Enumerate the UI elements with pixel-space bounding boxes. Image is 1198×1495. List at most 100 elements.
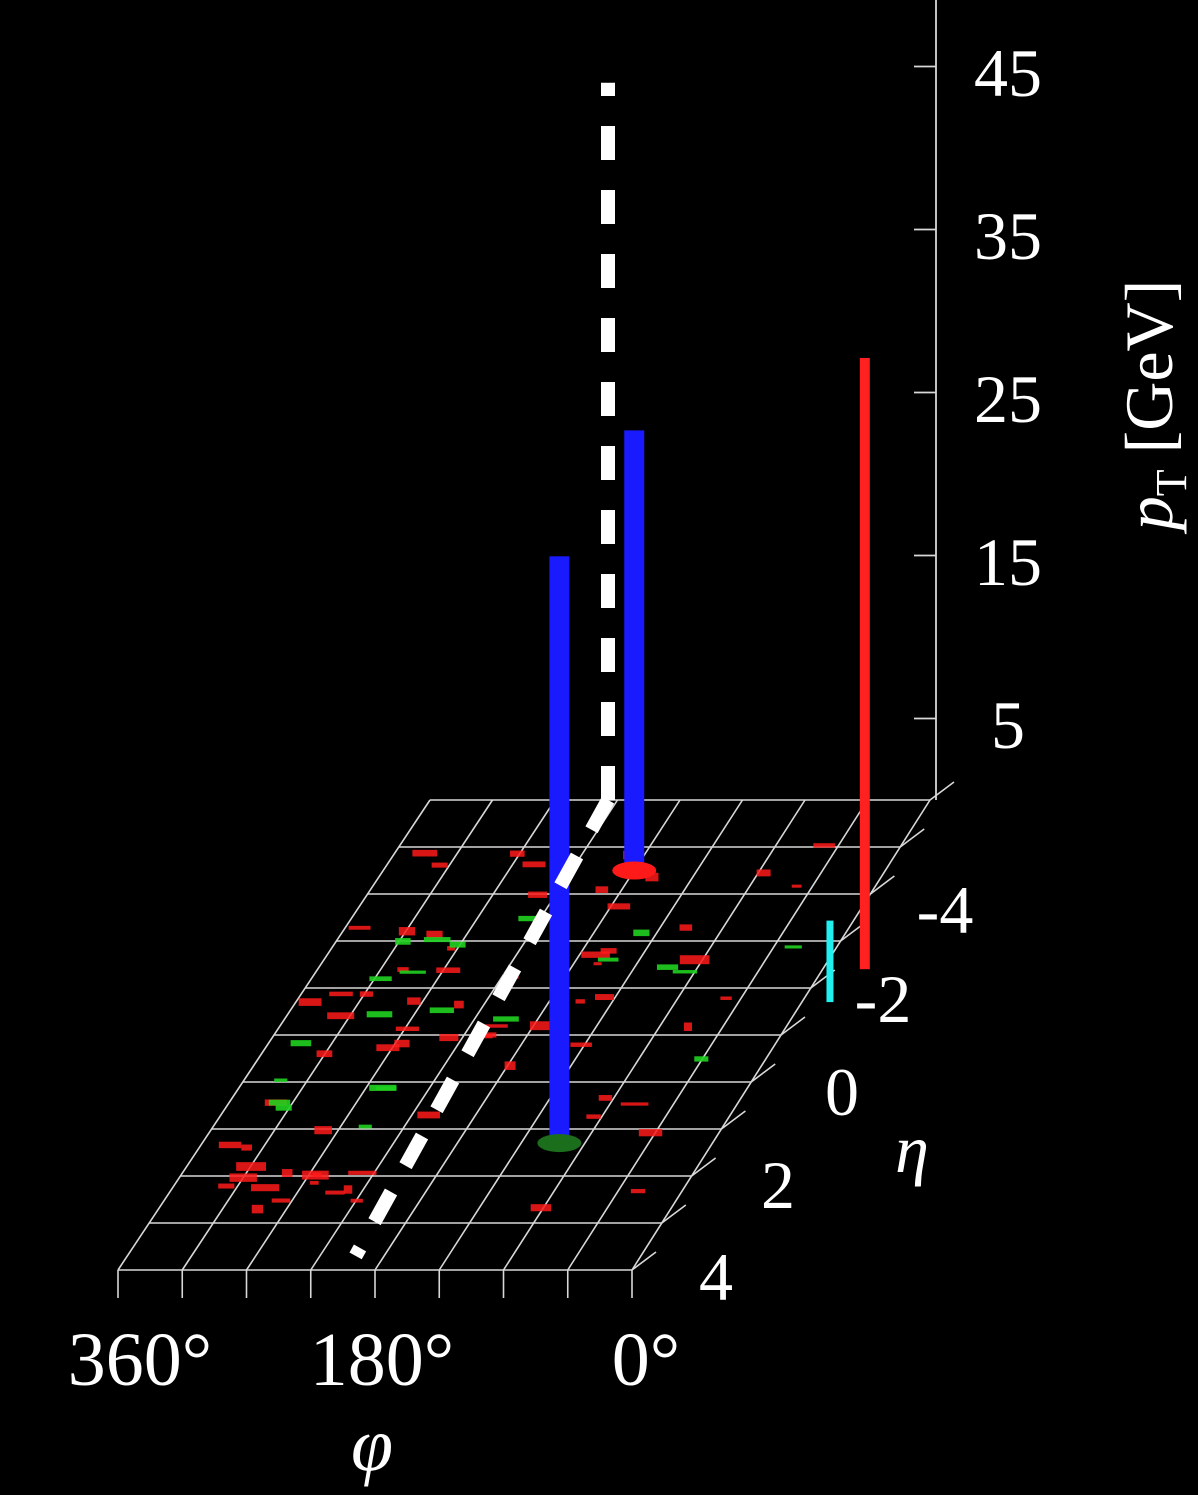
- ecal-deposit: [376, 1044, 400, 1052]
- ecal-deposit: [298, 998, 322, 1006]
- phi-tick-360: 360°: [68, 1318, 212, 1402]
- ecal-deposit: [504, 1061, 516, 1070]
- eta-tick-mark: [631, 1251, 657, 1271]
- ecal-deposit: [236, 1162, 267, 1171]
- pt-axis-title-symbol: p: [1111, 496, 1187, 534]
- ecal-deposit: [595, 994, 614, 1001]
- eta-tick-minus2: -2: [855, 961, 912, 1037]
- ecal-deposit: [581, 951, 610, 958]
- hcal-deposit: [399, 970, 426, 974]
- eta-tick-mark: [929, 781, 955, 801]
- pt-axis-title-subscript: T: [1147, 469, 1196, 496]
- hcal-deposit: [423, 937, 451, 943]
- eta-axis-title: η: [895, 1111, 929, 1187]
- ecal-deposit: [683, 1022, 693, 1031]
- ecal-deposit: [593, 962, 602, 966]
- hcal-deposit: [672, 970, 698, 974]
- ecal-deposit: [679, 924, 693, 931]
- ecal-deposit: [791, 884, 802, 888]
- eta-tick-4: 4: [699, 1239, 733, 1315]
- ecal-deposit: [407, 997, 421, 1005]
- ecal-deposit: [251, 1184, 280, 1192]
- phi-tick-180: 180°: [310, 1318, 454, 1402]
- pt-tick-5: 5: [991, 687, 1025, 763]
- ecal-deposit: [314, 1126, 332, 1135]
- pt-tick-25: 25: [974, 361, 1042, 437]
- ecal-deposit: [348, 1170, 377, 1175]
- ecal-deposit: [607, 903, 631, 910]
- ecal-deposit: [309, 1180, 319, 1185]
- hcal-deposit: [290, 1040, 312, 1047]
- ecal-deposit: [630, 1188, 646, 1194]
- eta-tick-mark: [720, 1110, 746, 1130]
- ecal-deposit: [756, 869, 771, 877]
- tower-base-deposit: [537, 1134, 582, 1153]
- ecal-deposit: [302, 1170, 329, 1180]
- ecal-deposit: [329, 991, 353, 997]
- ecal-deposit: [813, 843, 835, 848]
- eta-tick-2: 2: [761, 1147, 795, 1223]
- ecal-deposit: [218, 1141, 242, 1149]
- hcal-deposit: [633, 929, 650, 937]
- ecal-deposit: [359, 991, 373, 997]
- pt-axis-title-unit: [GeV]: [1111, 280, 1187, 454]
- eta-tick-mark: [750, 1063, 776, 1083]
- ecal-deposit: [251, 1204, 264, 1214]
- ecal-deposit: [528, 891, 548, 898]
- muon-tower: [549, 556, 570, 1144]
- ecal-deposit: [398, 927, 416, 936]
- ecal-deposit: [529, 1021, 560, 1031]
- ecal-deposit: [598, 1095, 613, 1101]
- hcal-deposit: [366, 1011, 393, 1018]
- hcal-deposit: [449, 941, 466, 948]
- ecal-deposit: [522, 861, 546, 868]
- phi-tick-0: 0°: [612, 1318, 680, 1402]
- missing-et-projection: [349, 796, 615, 1260]
- ecal-deposit: [343, 1185, 353, 1194]
- eta-tick-mark: [780, 1016, 806, 1036]
- ecal-deposit: [586, 1114, 601, 1119]
- ecal-deposit: [679, 955, 710, 965]
- ecal-deposit: [595, 886, 609, 893]
- muon-tower: [624, 430, 645, 871]
- tower-base-deposit: [612, 861, 657, 880]
- ecal-deposit: [327, 1012, 355, 1020]
- hcal-deposit: [493, 1016, 519, 1022]
- eta-tick-mark: [869, 875, 895, 895]
- eta-tick-minus4: -4: [917, 872, 974, 948]
- hcal-deposit: [656, 964, 679, 970]
- pt-tick-45: 45: [974, 35, 1042, 111]
- pt-tick-35: 35: [974, 198, 1042, 274]
- ecal-deposit: [271, 1198, 291, 1203]
- phi-axis-title: φ: [351, 1403, 393, 1487]
- hcal-deposit: [274, 1078, 288, 1082]
- ecal-deposit: [417, 1111, 441, 1119]
- pt-tick-15: 15: [974, 524, 1042, 600]
- track-tower: [826, 920, 834, 1003]
- ecal-deposit: [218, 1183, 235, 1189]
- ecal-deposit: [241, 1144, 253, 1151]
- ecal-deposit: [638, 1129, 663, 1137]
- eta-tick-0: 0: [825, 1054, 859, 1130]
- ecal-deposit: [477, 1024, 508, 1028]
- ecal-deposit: [325, 1190, 345, 1195]
- pt-axis-title: pT [GeV]: [1111, 280, 1196, 535]
- ecal-deposit: [530, 1204, 552, 1212]
- ecal-deposit: [436, 967, 461, 973]
- ecal-deposit: [620, 1102, 649, 1106]
- ecal-deposit: [645, 872, 659, 882]
- hcal-deposit: [597, 957, 619, 962]
- ecal-deposit: [282, 1169, 293, 1177]
- ecal-deposit: [570, 1042, 592, 1047]
- ecal-deposit: [447, 946, 456, 951]
- ecal-deposit: [412, 849, 438, 857]
- particle-towers: [349, 82, 870, 1260]
- hcal-deposit: [429, 1007, 454, 1014]
- ecal-deposit: [229, 1173, 257, 1182]
- hcal-deposit: [518, 915, 543, 922]
- ecal-deposit: [395, 1026, 419, 1031]
- eta-tick-mark: [661, 1204, 687, 1224]
- ecal-deposit: [316, 1050, 333, 1058]
